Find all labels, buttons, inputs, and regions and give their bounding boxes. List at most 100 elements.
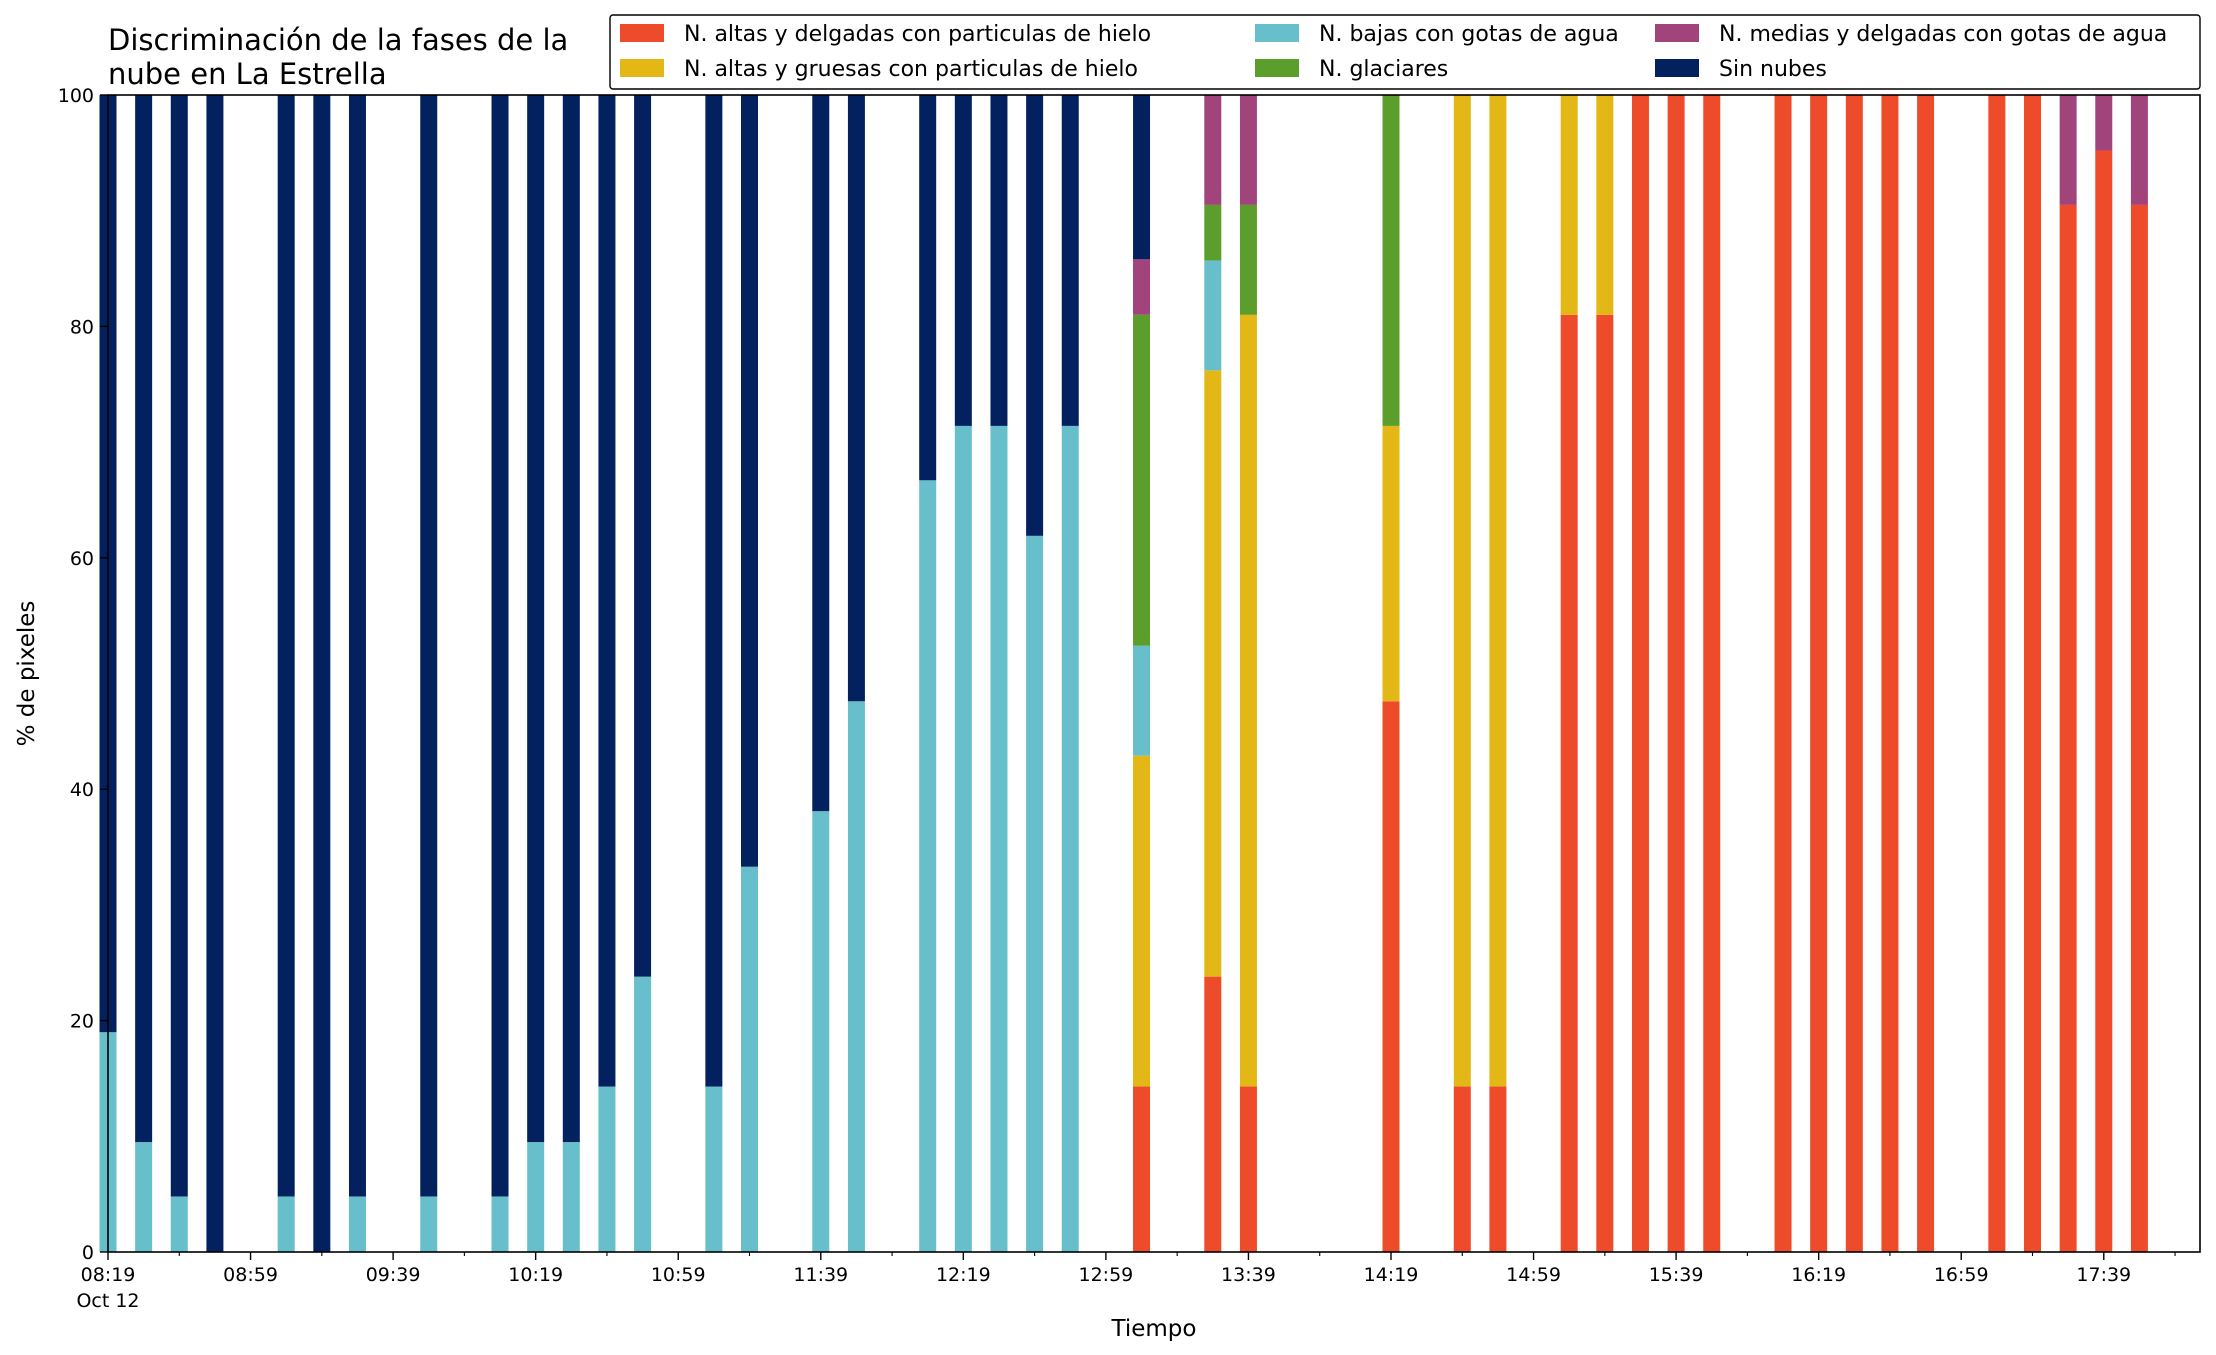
bar-segment-alt_del xyxy=(1453,1086,1471,1252)
bar-stack xyxy=(812,95,830,1252)
legend-box xyxy=(609,14,2201,90)
legend-item: N. glaciares xyxy=(1255,57,1448,82)
bar-segment-sin xyxy=(527,95,545,1143)
bar-stack xyxy=(1560,95,1578,1253)
legend-label: N. bajas con gotas de agua xyxy=(1319,22,1619,47)
legend-item: N. altas y delgadas con particulas de hi… xyxy=(620,22,1151,47)
x-tick-label: 12:19 xyxy=(936,1264,991,1286)
bar-segment-alt_del xyxy=(1988,95,2006,1252)
axes-layer: 0 20 40 60 80 100 08:19 08:59 09:39 10:19 10:59 11:… xyxy=(58,85,2176,1286)
x-tick-label: 12:59 xyxy=(1079,1264,1134,1286)
bar-segment-sin xyxy=(348,95,366,1197)
bar-segment-sin xyxy=(1061,95,1079,426)
bar-segment-alt_del xyxy=(1917,95,1935,1252)
x-tick-label: 09:39 xyxy=(366,1264,421,1286)
bar-segment-alt_del xyxy=(1560,314,1578,1253)
legend-swatch xyxy=(620,59,664,77)
bar-segment-alt_del xyxy=(1204,976,1222,1252)
bar-segment-med xyxy=(2095,95,2113,151)
bar-stack xyxy=(348,95,366,1252)
bar-segment-sin xyxy=(1026,95,1044,536)
bar-segment-alt_gru xyxy=(1204,370,1222,977)
x-tick-label: 10:19 xyxy=(508,1264,563,1286)
bar-segment-baj xyxy=(1026,535,1044,1252)
bar-stack xyxy=(634,95,652,1252)
bar-segment-alt_del xyxy=(1382,701,1400,1252)
bar-segment-sin xyxy=(206,95,224,1252)
bars-layer xyxy=(99,95,2148,1253)
bar-segment-alt_del xyxy=(1667,95,1685,1252)
bar-stack xyxy=(2095,95,2113,1252)
bar-segment-alt_gru xyxy=(1133,755,1151,1087)
bar-stack xyxy=(491,95,509,1252)
legend-items: N. altas y delgadas con particulas de hi… xyxy=(620,22,2167,82)
bar-stack xyxy=(1703,95,1721,1252)
bar-segment-sin xyxy=(135,95,153,1143)
bar-stack xyxy=(1881,95,1899,1252)
bar-segment-baj xyxy=(1133,645,1151,756)
legend-label: Sin nubes xyxy=(1719,57,1827,82)
bar-segment-alt_gru xyxy=(1453,95,1471,1087)
bar-segment-alt_del xyxy=(1489,1086,1507,1252)
bar-stack xyxy=(1061,95,1079,1252)
bar-segment-baj xyxy=(705,1086,723,1252)
bar-stack xyxy=(1774,95,1792,1252)
bar-segment-baj xyxy=(135,1142,153,1252)
bar-stack xyxy=(135,95,153,1252)
bar-stack xyxy=(2130,95,2148,1252)
bar-stack xyxy=(1845,95,1863,1252)
chart-title-line: nube en La Estrella xyxy=(108,57,387,91)
bar-segment-sin xyxy=(954,95,972,426)
bar-stack xyxy=(1133,95,1151,1252)
bar-stack xyxy=(2059,95,2077,1252)
y-tick-label: 80 xyxy=(70,316,94,338)
bar-segment-baj xyxy=(170,1196,188,1252)
x-tick-label: 16:59 xyxy=(1934,1264,1989,1286)
bar-segment-sin xyxy=(847,95,865,702)
bar-segment-baj xyxy=(598,1086,616,1252)
x-tick-label: 08:19 xyxy=(81,1264,136,1286)
bar-segment-baj xyxy=(741,866,758,1252)
bar-stack xyxy=(562,95,580,1252)
bar-stack xyxy=(847,95,865,1252)
bar-stack xyxy=(2024,95,2041,1252)
legend-item: N. bajas con gotas de agua xyxy=(1255,22,1619,47)
bar-stack xyxy=(313,95,331,1252)
legend-swatch xyxy=(1255,24,1299,42)
bar-segment-baj xyxy=(562,1142,580,1252)
bar-segment-sin xyxy=(812,95,830,812)
bar-segment-baj xyxy=(348,1196,366,1252)
bar-segment-gla xyxy=(1239,204,1257,315)
bar-stack xyxy=(1453,95,1471,1252)
bar-stack xyxy=(954,95,972,1252)
bar-segment-baj xyxy=(277,1196,295,1252)
bar-segment-alt_gru xyxy=(1560,95,1578,315)
bar-segment-alt_del xyxy=(2130,204,2148,1252)
bar-segment-med xyxy=(1239,95,1257,205)
bar-stack xyxy=(527,95,545,1252)
bar-segment-gla xyxy=(1204,204,1222,261)
bar-segment-baj xyxy=(919,480,937,1252)
bar-stack xyxy=(277,95,295,1252)
legend-swatch xyxy=(1655,59,1699,77)
y-axis-label: % de pixeles xyxy=(14,601,40,747)
bar-segment-sin xyxy=(990,95,1008,426)
bar-segment-alt_gru xyxy=(1596,95,1614,315)
bar-stack xyxy=(170,95,188,1252)
bar-segment-gla xyxy=(1133,314,1151,646)
y-tick-label: 100 xyxy=(58,85,94,107)
legend-item: N. altas y gruesas con particulas de hie… xyxy=(620,57,1138,82)
bar-stack xyxy=(598,95,616,1252)
legend-swatch xyxy=(1655,24,1699,42)
legend-item: N. medias y delgadas con gotas de agua xyxy=(1655,22,2167,47)
bar-segment-alt_gru xyxy=(1489,95,1507,1087)
x-tick-label: 16:19 xyxy=(1791,1264,1846,1286)
bar-segment-sin xyxy=(1133,95,1151,260)
bar-stack xyxy=(1204,95,1222,1252)
bar-segment-alt_del xyxy=(1596,314,1614,1253)
bar-stack xyxy=(1026,95,1044,1252)
bar-segment-baj xyxy=(812,811,830,1252)
chart-title: Discriminación de la fases de la nube en … xyxy=(108,23,568,91)
legend-swatch xyxy=(620,24,664,42)
